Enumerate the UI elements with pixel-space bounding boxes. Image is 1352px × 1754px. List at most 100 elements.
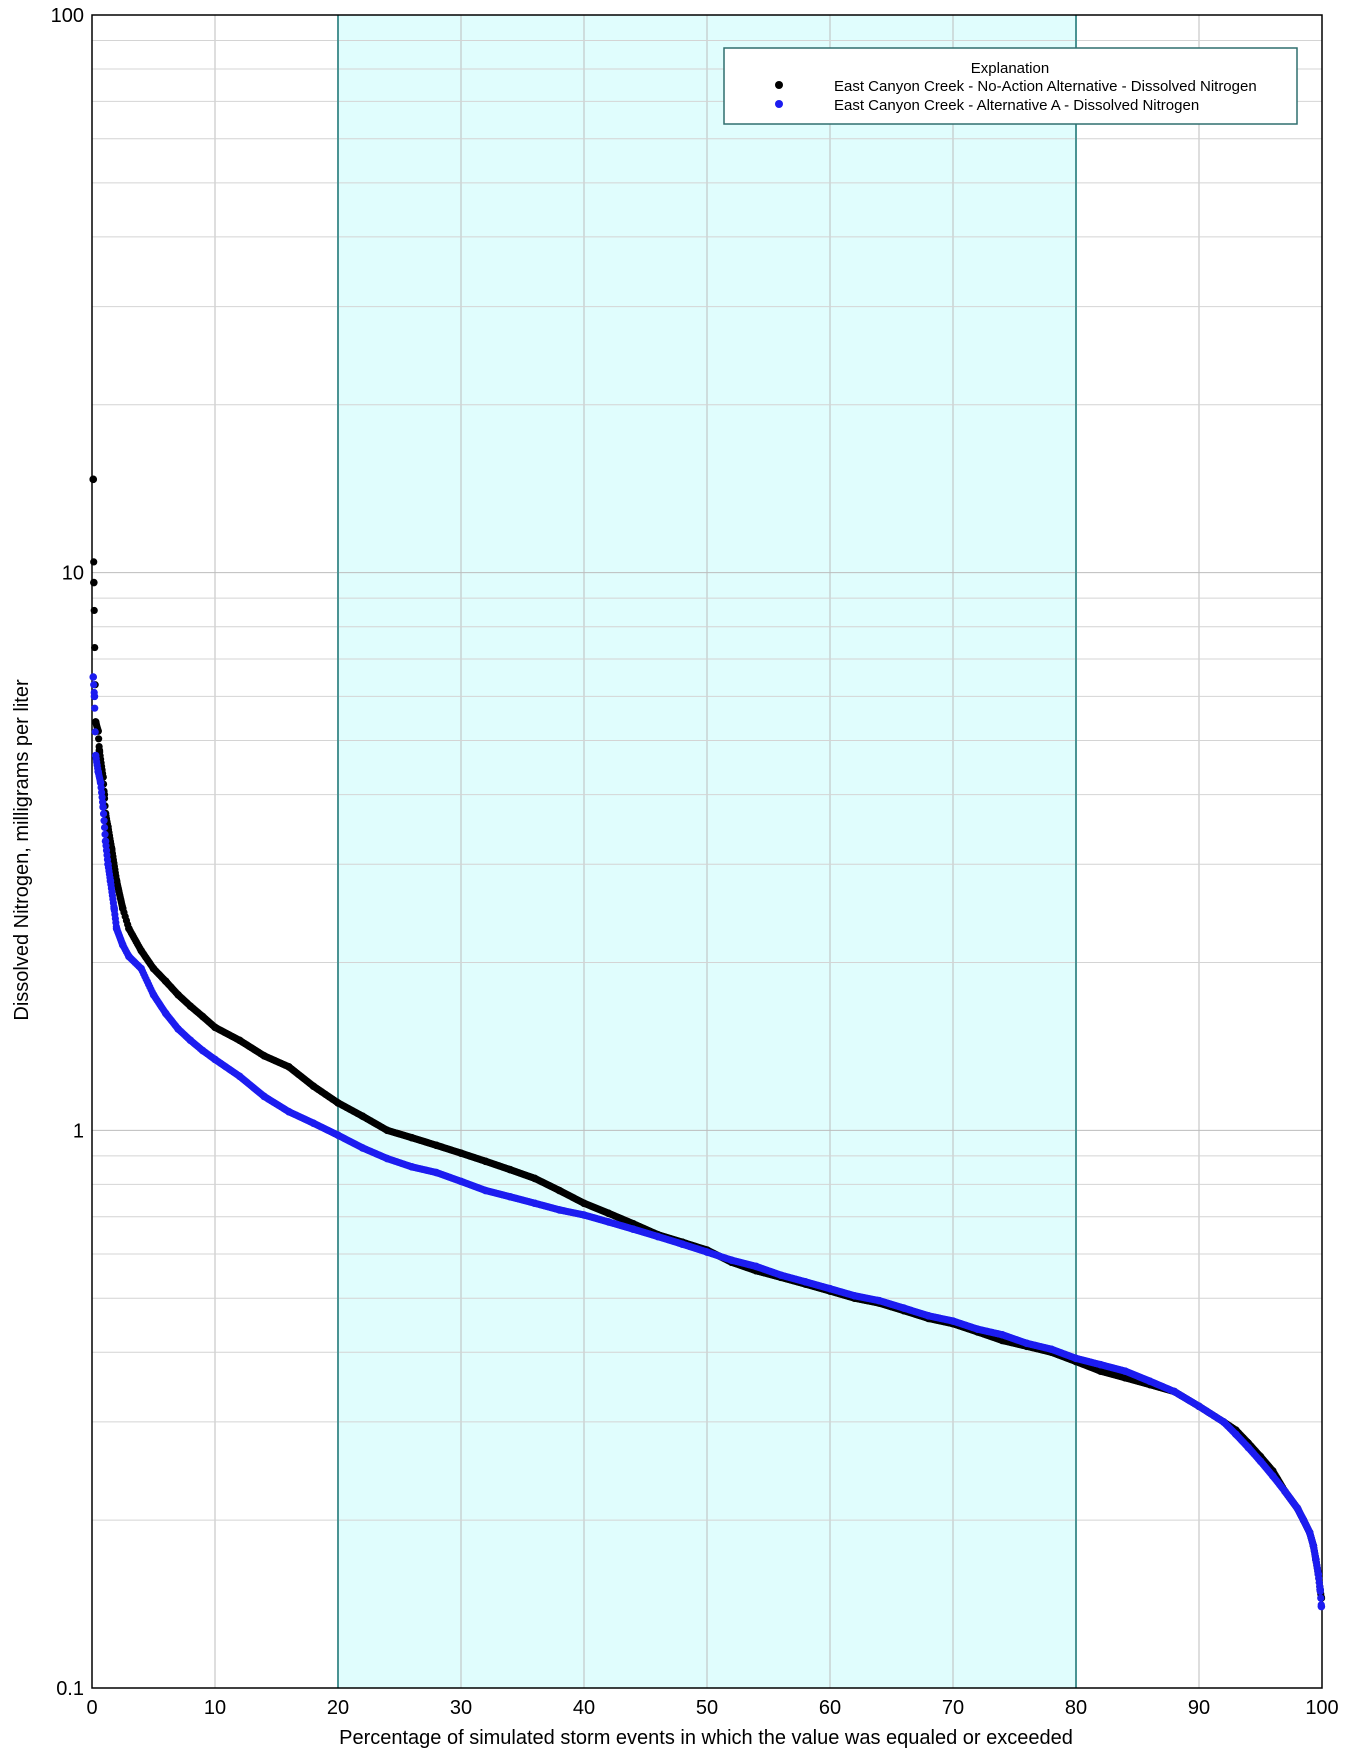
data-point: [1096, 1367, 1105, 1375]
data-point: [99, 810, 108, 818]
data-point: [91, 751, 100, 760]
data-point: [198, 1012, 207, 1021]
data-point: [186, 1002, 195, 1010]
data-point: [112, 924, 121, 933]
data-point: [1096, 1360, 1105, 1369]
data-point: [678, 1240, 687, 1248]
data-point: [99, 803, 107, 811]
data-point: [777, 1271, 785, 1279]
data-point: [1146, 1377, 1154, 1385]
data-point: [285, 1062, 293, 1071]
data-point: [383, 1126, 392, 1135]
data-point: [174, 1025, 182, 1033]
data-point: [162, 977, 170, 986]
data-point: [924, 1311, 933, 1320]
data-point: [1256, 1457, 1265, 1466]
legend-entry-alternative-a: East Canyon Creek - Alternative A - Diss…: [834, 97, 1199, 114]
data-point: [91, 643, 99, 652]
x-tick-label: 10: [204, 1697, 226, 1719]
data-point: [95, 735, 103, 743]
data-point: [998, 1330, 1006, 1339]
data-point: [1293, 1504, 1302, 1513]
data-point: [506, 1193, 514, 1201]
data-point: [118, 904, 127, 913]
data-point: [90, 681, 98, 689]
data-point: [580, 1211, 588, 1219]
data-point: [162, 1009, 170, 1018]
y-axis-title: Dissolved Nitrogen, milligrams per liter: [11, 679, 33, 1021]
data-point: [89, 475, 98, 484]
data-point: [198, 1046, 207, 1055]
data-point: [1299, 1516, 1308, 1524]
data-point: [1121, 1373, 1129, 1382]
data-point: [1232, 1430, 1240, 1439]
data-point: [506, 1165, 514, 1174]
data-point: [1170, 1387, 1179, 1396]
data-point: [457, 1149, 465, 1157]
data-point: [260, 1092, 269, 1101]
data-point: [580, 1199, 588, 1208]
data-point: [174, 991, 182, 999]
plot-frame: [91, 14, 1323, 1689]
x-tick-label: 90: [1188, 1697, 1210, 1719]
data-point: [104, 860, 112, 869]
data-point: [432, 1141, 441, 1150]
data-point: [481, 1157, 490, 1166]
data-point: [90, 558, 98, 566]
data-point: [91, 718, 100, 726]
legend-title: Explanation: [971, 60, 1049, 77]
data-point: [235, 1072, 244, 1081]
x-tick-label: 50: [696, 1697, 718, 1719]
data-point: [186, 1036, 195, 1045]
x-tick-label: 0: [86, 1697, 97, 1719]
data-point: [727, 1256, 736, 1264]
x-tick-labels: 0 10 20 30 40 50 60 70 80 90 100: [86, 1697, 1338, 1719]
data-point: [149, 991, 158, 999]
data-point: [973, 1325, 982, 1333]
data-point: [149, 964, 158, 973]
data-point: [94, 767, 102, 776]
x-tick-label: 60: [819, 1697, 841, 1719]
data-point: [118, 941, 127, 949]
y-tick-label: 10: [62, 563, 84, 585]
data-point: [309, 1119, 318, 1127]
x-tick-label: 70: [942, 1697, 964, 1719]
data-point: [604, 1209, 613, 1218]
data-point: [125, 924, 133, 933]
data-point: [260, 1052, 269, 1060]
data-point: [703, 1248, 711, 1256]
data-point: [1195, 1402, 1203, 1411]
x-tick-label: 100: [1305, 1697, 1338, 1719]
data-point: [358, 1144, 367, 1152]
x-tick-label: 20: [327, 1697, 349, 1719]
data-point: [96, 778, 105, 787]
data-point: [875, 1296, 883, 1305]
data-point: [1023, 1339, 1031, 1348]
data-point: [1244, 1443, 1252, 1452]
legend: Explanation East Canyon Creek - No-Actio…: [723, 47, 1298, 125]
data-point: [457, 1177, 465, 1186]
data-point: [112, 877, 121, 885]
data-point: [1314, 1570, 1323, 1578]
data-point: [1309, 1541, 1318, 1550]
data-point: [531, 1199, 539, 1208]
x-tick-label: 40: [573, 1697, 595, 1719]
data-point: [1269, 1472, 1277, 1480]
data-point: [654, 1232, 662, 1241]
data-point: [531, 1174, 539, 1183]
data-point: [555, 1186, 564, 1195]
data-point: [826, 1284, 834, 1293]
y-tick-label: 1: [73, 1120, 84, 1142]
data-point: [100, 823, 109, 832]
data-point: [604, 1218, 613, 1226]
data-point: [90, 578, 98, 587]
data-point: [1281, 1487, 1289, 1496]
data-point: [110, 904, 118, 913]
data-point: [408, 1133, 416, 1142]
data-point: [91, 704, 99, 712]
data-point: [801, 1278, 810, 1286]
data-point: [1317, 1602, 1326, 1611]
data-point: [1047, 1345, 1056, 1354]
